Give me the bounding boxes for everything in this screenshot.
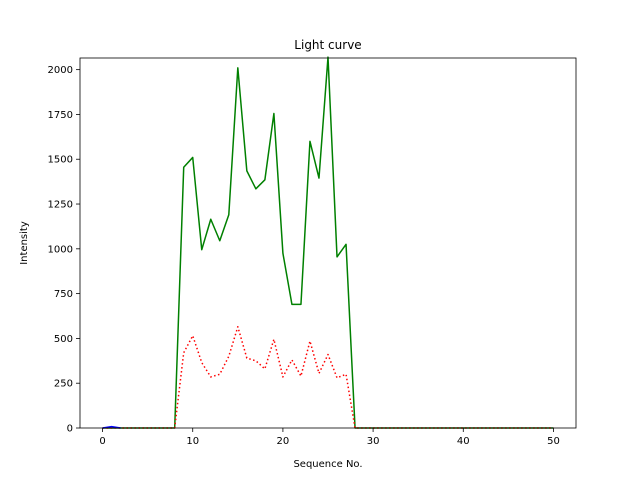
x-tick-label: 30 bbox=[367, 436, 380, 447]
y-tick-label: 500 bbox=[54, 334, 73, 345]
x-axis-label: Sequence No. bbox=[293, 459, 362, 470]
plot-frame bbox=[79, 57, 577, 429]
y-axis-label: Intensity bbox=[19, 221, 30, 265]
x-tick-label: 10 bbox=[186, 436, 199, 447]
y-tick-label: 1500 bbox=[48, 155, 73, 166]
y-tick-label: 1000 bbox=[48, 244, 73, 255]
y-tick-label: 750 bbox=[54, 289, 73, 300]
x-tick-label: 40 bbox=[457, 436, 470, 447]
y-axis: 0 250 500 750 1000 1250 1500 1750 2000 bbox=[48, 65, 80, 435]
series-line-3 bbox=[102, 425, 121, 429]
y-tick-label: 0 bbox=[67, 424, 73, 435]
y-tick-label: 2000 bbox=[48, 65, 73, 76]
x-axis: 0 10 20 30 40 50 bbox=[99, 428, 560, 447]
plot-area: 0 10 20 30 40 50 0 250 500 750 1000 1250 1500 1750 20… bbox=[48, 56, 577, 447]
y-tick-label: 250 bbox=[54, 379, 73, 390]
x-tick-label: 50 bbox=[547, 436, 560, 447]
x-tick-label: 20 bbox=[277, 436, 290, 447]
x-tick-label: 0 bbox=[99, 436, 105, 447]
plot-background bbox=[80, 58, 576, 428]
chart-title: Light curve bbox=[294, 38, 361, 52]
y-tick-label: 1750 bbox=[48, 110, 73, 121]
y-tick-label: 1250 bbox=[48, 200, 73, 211]
